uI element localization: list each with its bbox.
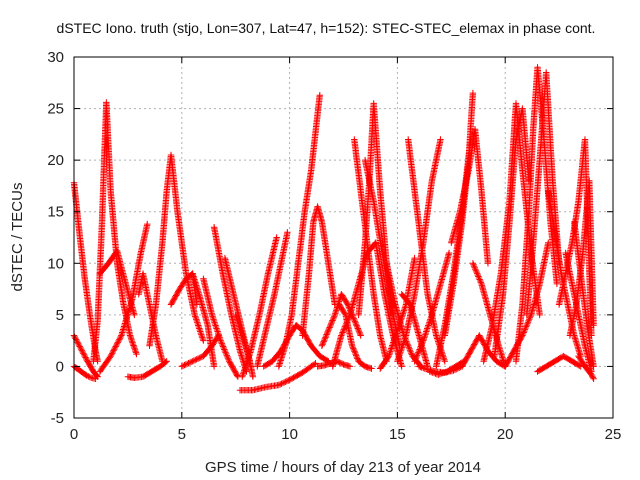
x-tick-label: 5	[178, 426, 186, 443]
plus-markers	[534, 352, 584, 375]
arc-series-28	[361, 156, 403, 349]
plus-markers	[491, 105, 533, 360]
plot-frame	[73, 56, 614, 419]
x-tick-label: 0	[70, 426, 78, 443]
arc-series-11	[189, 270, 218, 370]
arc-series-13	[210, 224, 250, 375]
arc-series-17	[254, 229, 291, 370]
y-tick-label: -5	[51, 410, 64, 427]
plus-markers	[239, 234, 280, 380]
y-tick-label: 20	[47, 152, 64, 169]
plus-markers	[189, 270, 218, 370]
arc-series-54	[575, 352, 597, 382]
arc-series-25	[336, 301, 375, 372]
axis-ticks: 0 5 10 15 20 25 -5 0 5 10 15 20 25 30	[47, 49, 621, 443]
x-axis-label: GPS time / hours of day 213 of year 2014	[205, 459, 481, 476]
x-tick-label: 15	[389, 426, 406, 443]
plus-markers	[254, 229, 291, 370]
plus-markers	[361, 156, 403, 349]
plus-markers	[448, 126, 492, 267]
plus-markers	[336, 301, 375, 372]
arc-series-20	[275, 92, 323, 370]
plus-markers	[146, 151, 207, 349]
y-tick-label: 5	[56, 307, 64, 324]
y-tick-label: 30	[47, 49, 64, 66]
arc-series-40	[448, 126, 492, 267]
arc-series-16	[239, 234, 280, 380]
plus-markers	[411, 249, 453, 365]
arc-series-53	[571, 218, 597, 370]
plus-markers	[124, 358, 170, 381]
arc-series-4	[96, 220, 151, 375]
plus-markers	[96, 220, 151, 375]
y-tick-label: 25	[47, 101, 64, 118]
arc-series-8	[146, 151, 207, 349]
plus-markers	[398, 291, 431, 370]
plus-markers	[299, 203, 339, 339]
arc-series-35	[411, 249, 453, 365]
plus-markers	[210, 224, 250, 375]
plus-markers	[275, 92, 323, 370]
x-tick-label: 10	[281, 426, 298, 443]
y-tick-label: 0	[56, 358, 64, 375]
y-tick-label: 10	[47, 255, 64, 272]
arc-series-3	[90, 99, 140, 365]
plus-markers	[236, 360, 319, 394]
y-axis-label: dSTEC / TECUs	[9, 183, 26, 292]
arc-series-18	[236, 360, 319, 394]
arc-series-7	[135, 270, 166, 365]
arc-series-5	[96, 247, 138, 319]
x-tick-label: 20	[497, 426, 514, 443]
plus-markers	[200, 275, 242, 380]
x-tick-label: 25	[605, 426, 622, 443]
chart-title: dSTEC Iono. truth (stjo, Lon=307, Lat=47…	[57, 20, 596, 36]
arc-series-48	[534, 352, 584, 375]
plus-markers	[90, 99, 140, 365]
arc-series-12	[200, 275, 242, 380]
plus-markers	[135, 270, 166, 365]
plus-markers	[575, 352, 597, 382]
y-tick-label: 15	[47, 204, 64, 221]
plus-markers	[96, 247, 138, 319]
arc-series-6	[124, 358, 170, 381]
data-markers	[70, 64, 597, 394]
arc-series-21	[299, 203, 339, 339]
plus-markers	[571, 218, 597, 370]
arc-series-44	[491, 105, 533, 360]
arc-series-33	[398, 291, 431, 370]
